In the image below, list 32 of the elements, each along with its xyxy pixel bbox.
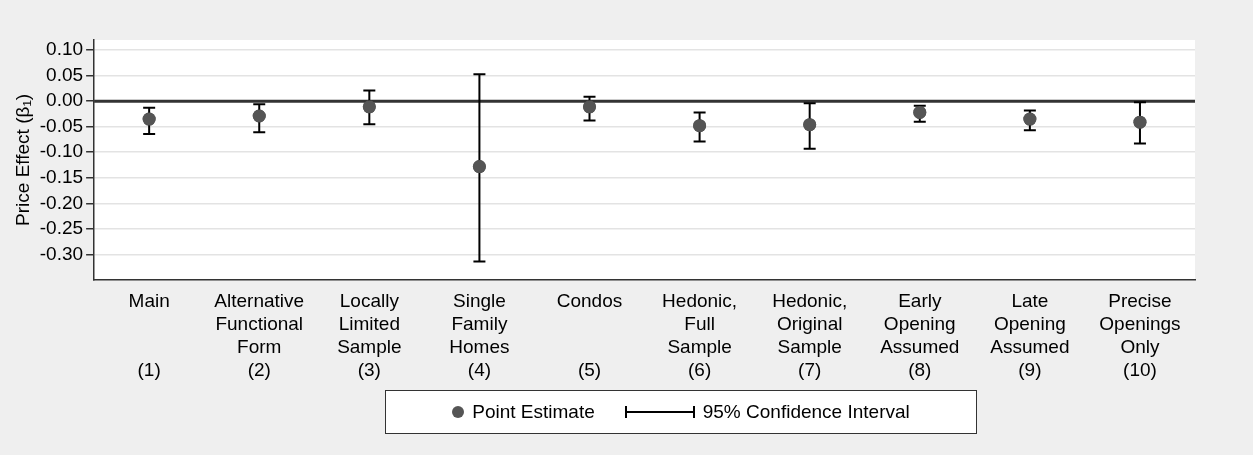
point bbox=[803, 118, 817, 132]
x-tick-label: Locally Limited Sample (3) bbox=[337, 290, 402, 380]
point bbox=[913, 105, 927, 119]
y-tick-label: 0.10 bbox=[46, 38, 84, 60]
y-tick-label: -0.10 bbox=[39, 140, 84, 162]
point bbox=[142, 112, 156, 126]
text: 95% Confidence Interval bbox=[702, 401, 910, 423]
point bbox=[693, 119, 707, 133]
y-tick-label: -0.20 bbox=[39, 191, 84, 213]
point bbox=[1133, 115, 1147, 129]
x-tick-label: Precise Openings Only (10) bbox=[1099, 290, 1181, 380]
y-axis-title: Price Effect (β₁) bbox=[11, 93, 33, 226]
y-tick-label: -0.05 bbox=[39, 114, 84, 136]
point bbox=[252, 109, 266, 123]
x-tick-label: Hedonic, Full Sample (6) bbox=[662, 290, 738, 380]
y-tick-label: -0.30 bbox=[39, 242, 84, 264]
y-tick-label: -0.15 bbox=[39, 165, 84, 187]
point bbox=[362, 100, 376, 114]
point bbox=[583, 100, 597, 114]
x-tick-label: Hedonic, Original Sample (7) bbox=[772, 290, 848, 380]
x-tick-label: Single Family Homes (4) bbox=[449, 290, 510, 380]
x-tick-label: Alternative Functional Form (2) bbox=[214, 290, 305, 380]
category-label: Main (1) bbox=[128, 290, 170, 380]
point bbox=[472, 160, 486, 174]
x-tick-label: Early Opening Assumed (8) bbox=[880, 290, 960, 380]
y-tick-label: 0.05 bbox=[46, 63, 84, 85]
x-tick-label: Late Opening Assumed (9) bbox=[990, 290, 1070, 380]
point bbox=[1023, 112, 1037, 126]
y-tick-label: 0.00 bbox=[46, 89, 84, 111]
category-label: Condos (5) bbox=[556, 290, 623, 380]
y-tick-label: -0.25 bbox=[39, 217, 84, 239]
legend-label: Point Estimate bbox=[472, 401, 595, 423]
